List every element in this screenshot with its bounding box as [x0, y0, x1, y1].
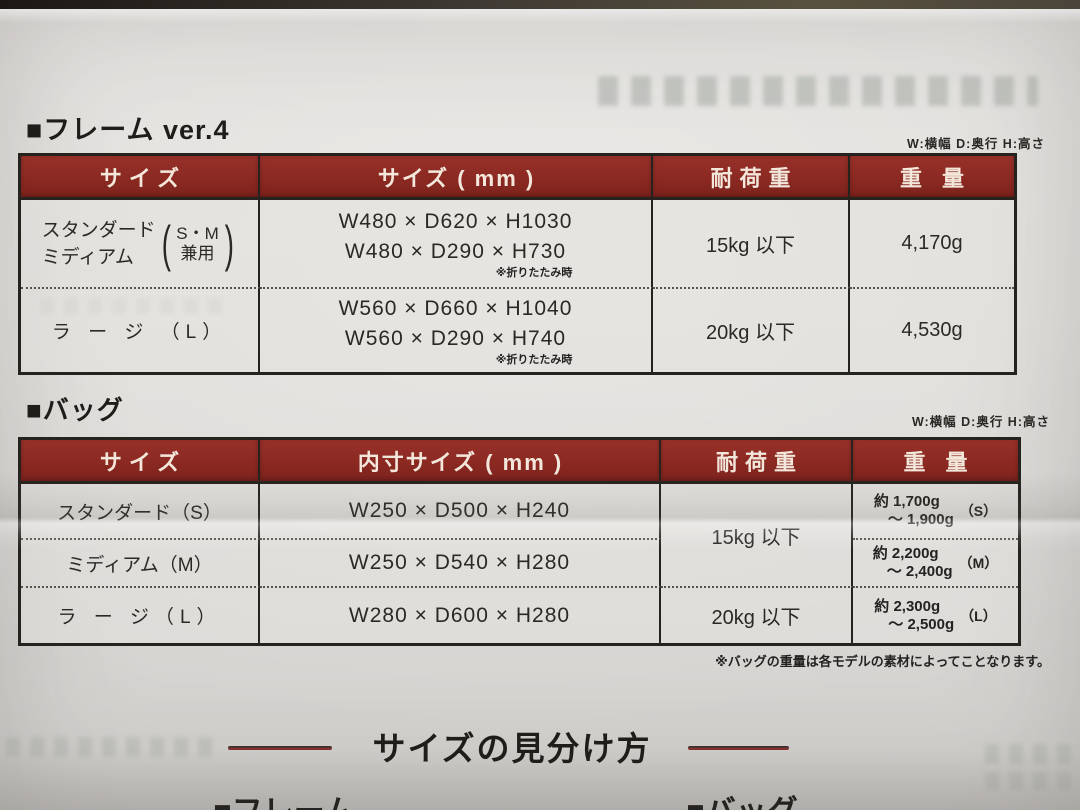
bag-dimension-legend: W:横幅 D:奥行 H:高さ [911, 415, 1050, 429]
bag-row-s-dims-cell: W250 × D500 × H240 [260, 484, 661, 538]
bag-load-sm-cell: 15kg 以下 [661, 484, 853, 586]
frame-row-l-dim-folded: W560 × D290 × H740 [344, 327, 567, 350]
frame-row-sm-size-group: スタンダード ミディアム ( S・M 兼用 ) [42, 215, 238, 273]
bag-row-l-size-cell: ラ ー ジ（L） [21, 586, 260, 643]
bag-weight-footnote: ※バッグの重量は各モデルの素材によってことなります。 [715, 654, 1050, 669]
show-through-text-top [598, 76, 1038, 106]
frame-row-l-dims: W560 × D660 × H1040 W560 × D290 × H740 ※… [339, 294, 573, 367]
bag-row-l-weight-from: 約 2,300g [874, 597, 941, 615]
frame-row-sm-size-cell: スタンダード ミディアム ( S・M 兼用 ) [21, 200, 260, 287]
bag-header-inner-size-mm: 内寸サイズ ( mm ) [260, 440, 661, 484]
bag-header-load: 耐荷重 [661, 440, 853, 484]
frame-row-l-folded-note: ※折りたたみ時 [495, 354, 573, 366]
frame-section-title: ■フレーム ver.4 [26, 115, 230, 145]
bag-row-s-weight-from: 約 1,700g [873, 493, 940, 510]
frame-dimension-legend: W:横幅 D:奥行 H:高さ [906, 137, 1045, 151]
bag-header-weight: 重 量 [853, 440, 1018, 484]
bag-row-l-weight-range: 約 2,300g ～ 2,500g [874, 598, 954, 634]
bag-row-s-weight-range: 約 1,700g ～ 1,900g [874, 493, 954, 529]
bag-row-l-dim: W280 × D600 × H280 [348, 603, 571, 627]
size-guide-frame-heading-partial: ■フレーム [213, 786, 355, 810]
frame-row-l-weight-cell: 4,530g [850, 287, 1014, 372]
frame-row-l-dim-open: W560 × D660 × H1040 [338, 297, 573, 320]
bag-row-l-weight-to: ～ 2,500g [888, 615, 955, 633]
frame-row-l-size-cell: ラ ー ジ （L） [21, 287, 260, 372]
size-guide-bag-heading-partial: ■バッグ [686, 786, 798, 810]
frame-row-sm-size-lines: スタンダード ミディアム [42, 217, 156, 271]
bag-header-size: サイズ [21, 440, 260, 484]
photo-top-edge-shadow [0, 0, 1080, 9]
frame-row-sm-paren-bottom: 兼用 [180, 243, 215, 263]
bag-section-title: ■バッグ [26, 395, 124, 425]
frame-row-sm-dim-folded: W480 × D290 × H730 [344, 240, 567, 263]
close-paren-glyph: ) [224, 215, 234, 272]
frame-row-sm-weight-cell: 4,170g [901, 232, 963, 254]
bag-spec-table: サイズ 内寸サイズ ( mm ) 耐荷重 重 量 スタンダード（S） W250 … [18, 437, 1021, 646]
frame-row-l-dims-cell: W560 × D660 × H1040 W560 × D290 × H740 ※… [260, 287, 653, 372]
frame-row-sm-dim-open: W480 × D620 × H1030 [338, 210, 573, 233]
open-paren-glyph: ( [161, 215, 171, 272]
bag-row-m-weight-from: 約 2,200g [872, 545, 939, 562]
bag-row-s-weight-cell: 約 1,700g ～ 1,900g （S） [853, 484, 1018, 538]
frame-row-sm-folded-note: ※折りたたみ時 [495, 267, 573, 279]
bag-row-s-weight-to: ～ 1,900g [887, 511, 954, 528]
divider-rule-left [228, 746, 332, 750]
frame-header-size-mm: サイズ ( mm ) [260, 156, 653, 200]
frame-row-sm-size-line2: ミディアム [41, 246, 134, 268]
paper-top-highlight [0, 9, 1080, 23]
bag-row-l-dims-cell: W280 × D600 × H280 [260, 586, 661, 643]
bag-row-l-weight-size-tag: （L） [960, 607, 997, 624]
bag-row-s-size-cell: スタンダード（S） [21, 484, 260, 538]
frame-row-sm-dims: W480 × D620 × H1030 W480 × D290 × H730 ※… [339, 207, 573, 280]
frame-header-size: サイズ [21, 156, 260, 200]
bag-row-m-weight-cell: 約 2,200g ～ 2,400g （M） [853, 538, 1018, 586]
frame-spec-table: サイズ サイズ ( mm ) 耐荷重 重 量 スタンダード ミディアム ( S・… [18, 153, 1017, 375]
bag-row-m-size-cell: ミディアム（M） [21, 538, 260, 586]
frame-row-sm-paren-top: S・M [176, 223, 219, 243]
show-through-text-bottom-right [985, 744, 1080, 764]
divider-rule-right [688, 746, 789, 750]
frame-row-l-load-cell: 20kg 以下 [653, 287, 850, 372]
frame-row-sm-size-line1: スタンダード [41, 219, 156, 241]
frame-header-weight: 重 量 [850, 156, 1014, 200]
bag-row-m-weight-range: 約 2,200g ～ 2,400g [873, 545, 953, 581]
frame-header-load: 耐荷重 [653, 156, 850, 200]
frame-row-sm-load-cell: 15kg 以下 [653, 200, 850, 287]
bag-row-s-dim: W250 × D500 × H240 [348, 499, 571, 522]
frame-row-sm-dims-cell: W480 × D620 × H1030 W480 × D290 × H730 ※… [260, 200, 653, 287]
frame-row-sm-paren-content: S・M 兼用 [176, 224, 219, 264]
bag-row-m-dim: W250 × D540 × H280 [348, 551, 571, 574]
bag-row-s-weight-size-tag: （S） [959, 503, 998, 519]
show-through-text-bottom-right-2 [985, 772, 1080, 790]
bag-load-l-cell: 20kg 以下 [661, 586, 853, 643]
bag-row-m-weight-size-tag: （M） [958, 555, 999, 571]
bag-row-l-weight-cell: 約 2,300g ～ 2,500g （L） [853, 586, 1018, 643]
show-through-text-bottom-left [6, 737, 216, 757]
bag-row-m-weight-to: ～ 2,400g [886, 563, 953, 580]
bag-row-m-dims-cell: W250 × D540 × H280 [260, 538, 661, 586]
size-guide-title: サイズの見分け方 [372, 730, 652, 767]
